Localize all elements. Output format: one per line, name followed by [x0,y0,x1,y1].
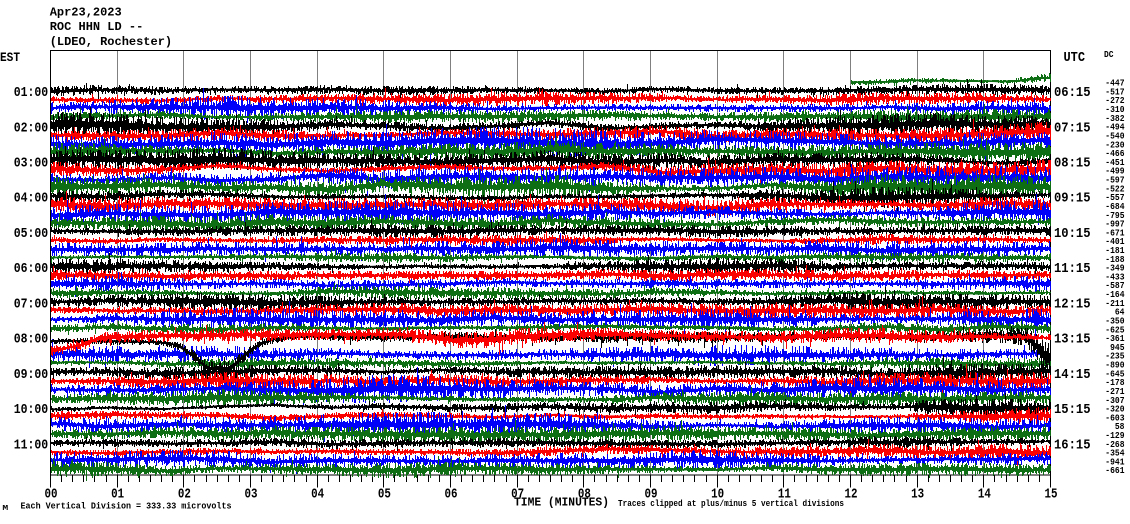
svg-text:-540: -540 [1105,131,1124,141]
svg-text:Traces clipped at plus/minus 5: Traces clipped at plus/minus 5 vertical … [618,499,844,509]
svg-text:-129: -129 [1105,431,1124,441]
svg-text:06:00: 06:00 [14,262,49,277]
svg-text:-684: -684 [1105,202,1125,212]
svg-text:08:00: 08:00 [14,333,49,348]
svg-text:-350: -350 [1105,316,1124,326]
svg-text:06:15: 06:15 [1054,86,1091,101]
svg-text:-522: -522 [1105,184,1124,194]
svg-text:-361: -361 [1105,334,1125,344]
svg-text:04:00: 04:00 [14,192,49,207]
svg-text:-941: -941 [1105,457,1125,467]
svg-text:-795: -795 [1105,211,1124,221]
svg-text:Apr23,2023: Apr23,2023 [50,6,122,20]
svg-text:02: 02 [178,487,191,503]
svg-text:07:00: 07:00 [14,297,49,312]
svg-text:945: 945 [1110,343,1124,353]
svg-text:-661: -661 [1105,466,1125,476]
svg-text:16:15: 16:15 [1054,438,1091,453]
svg-text:-271: -271 [1105,387,1125,397]
svg-text:02:00: 02:00 [14,121,49,136]
svg-text:ROC HHN LD --: ROC HHN LD -- [50,20,144,34]
svg-text:-354: -354 [1105,449,1125,459]
svg-text:00: 00 [45,487,58,503]
svg-text:11:00: 11:00 [14,438,49,453]
svg-text:-307: -307 [1105,396,1124,406]
svg-text:-587: -587 [1105,281,1124,291]
svg-text:58: 58 [1115,422,1125,432]
svg-text:13: 13 [911,487,924,503]
svg-text:-597: -597 [1105,176,1124,186]
svg-text:-671: -671 [1105,228,1125,238]
svg-text:-451: -451 [1105,158,1125,168]
svg-text:04: 04 [311,487,324,503]
svg-text:-164: -164 [1105,290,1125,300]
svg-text:-349: -349 [1105,264,1124,274]
svg-text:05: 05 [378,487,391,503]
svg-text:13:15: 13:15 [1054,333,1091,348]
svg-text:UTC: UTC [1064,51,1086,66]
svg-text:-401: -401 [1105,237,1125,247]
svg-text:-230: -230 [1105,140,1124,150]
svg-text:-645: -645 [1105,369,1124,379]
svg-text:-181: -181 [1105,246,1125,256]
svg-text:14:15: 14:15 [1054,368,1091,383]
svg-text:-268: -268 [1105,440,1124,450]
svg-text:15:15: 15:15 [1054,403,1091,418]
svg-text:-494: -494 [1105,123,1125,133]
svg-text:07:15: 07:15 [1054,121,1091,136]
svg-text:-433: -433 [1105,272,1124,282]
svg-text:10:15: 10:15 [1054,227,1091,242]
svg-text:-997: -997 [1105,220,1124,230]
svg-text:DC: DC [1104,50,1114,60]
svg-text:01: 01 [111,487,124,503]
svg-text:M: M [2,505,8,513]
svg-text:10: 10 [711,487,724,503]
svg-text:-235: -235 [1105,352,1124,362]
svg-text:(LDEO, Rochester): (LDEO, Rochester) [50,35,172,49]
svg-text:03:00: 03:00 [14,156,49,171]
svg-text:11: 11 [778,487,791,503]
svg-text:08: 08 [578,487,591,503]
svg-text:14: 14 [978,487,991,503]
svg-text:64: 64 [1115,308,1125,318]
svg-text:-499: -499 [1105,167,1124,177]
svg-text:-188: -188 [1105,255,1124,265]
svg-text:-320: -320 [1105,405,1124,415]
svg-text:11:15: 11:15 [1054,262,1091,277]
svg-text:-603: -603 [1105,413,1124,423]
svg-text:15: 15 [1045,487,1058,503]
svg-text:12: 12 [845,487,858,503]
svg-text:-447: -447 [1105,79,1124,89]
svg-text:01:00: 01:00 [14,86,49,101]
svg-text:Each Vertical Division = 333.: Each Vertical Division = 333.33 microvol… [21,501,232,511]
svg-text:09:00: 09:00 [14,368,49,383]
svg-text:-382: -382 [1105,114,1124,124]
svg-text:-517: -517 [1105,87,1124,97]
svg-text:-557: -557 [1105,193,1124,203]
svg-text:09: 09 [645,487,658,503]
svg-text:-310: -310 [1105,105,1124,115]
svg-text:-272: -272 [1105,96,1124,106]
svg-text:TIME (MINUTES): TIME (MINUTES) [514,497,609,510]
svg-text:03: 03 [245,487,258,503]
svg-text:-625: -625 [1105,325,1124,335]
svg-text:-211: -211 [1105,299,1125,309]
svg-text:06: 06 [445,487,458,503]
svg-text:09:15: 09:15 [1054,192,1091,207]
svg-text:12:15: 12:15 [1054,297,1091,312]
svg-text:05:00: 05:00 [14,227,49,242]
svg-text:07: 07 [511,487,524,503]
svg-text:08:15: 08:15 [1054,156,1091,171]
svg-text:EST: EST [0,50,20,65]
svg-text:10:00: 10:00 [14,403,49,418]
svg-text:-466: -466 [1105,149,1124,159]
svg-text:-890: -890 [1105,361,1124,371]
svg-text:-178: -178 [1105,378,1124,388]
